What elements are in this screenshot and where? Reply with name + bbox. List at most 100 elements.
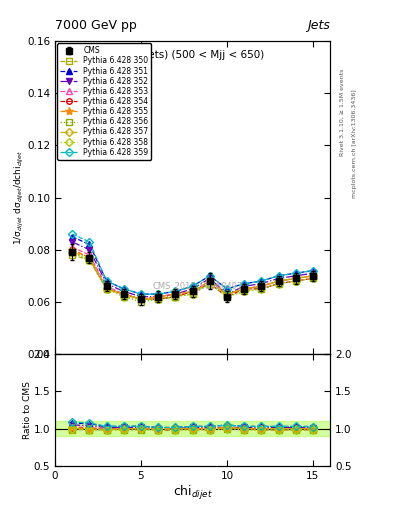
Pythia 6.428 354 [173,293,178,300]
Pythia 6.428 359 [121,286,126,292]
Pythia 6.428 356 [121,293,126,300]
Pythia 6.428 353 [156,293,161,300]
Pythia 6.428 354 [121,291,126,297]
Pythia 6.428 354 [276,281,281,287]
Pythia 6.428 350 [156,296,161,303]
Text: mcplots.cern.ch [arXiv:1306.3436]: mcplots.cern.ch [arXiv:1306.3436] [352,89,357,198]
Pythia 6.428 351 [139,291,143,297]
Line: Pythia 6.428 352: Pythia 6.428 352 [70,239,316,300]
Pythia 6.428 354 [259,286,264,292]
Pythia 6.428 358 [121,293,126,300]
Pythia 6.428 354 [310,275,315,282]
Pythia 6.428 357 [293,275,298,282]
Pythia 6.428 356 [104,286,109,292]
Pythia 6.428 351 [104,278,109,284]
Pythia 6.428 356 [173,293,178,300]
Line: Pythia 6.428 356: Pythia 6.428 356 [70,249,316,305]
Pythia 6.428 356 [156,296,161,303]
Pythia 6.428 359 [276,273,281,279]
Legend: CMS, Pythia 6.428 350, Pythia 6.428 351, Pythia 6.428 352, Pythia 6.428 353, Pyt: CMS, Pythia 6.428 350, Pythia 6.428 351,… [57,43,151,160]
Pythia 6.428 358 [87,257,92,263]
Pythia 6.428 355 [70,247,75,253]
Pythia 6.428 355 [225,291,230,297]
Pythia 6.428 350 [293,275,298,282]
Pythia 6.428 352 [190,286,195,292]
Pythia 6.428 356 [70,249,75,255]
Y-axis label: Ratio to CMS: Ratio to CMS [23,381,32,439]
Pythia 6.428 355 [276,278,281,284]
Pythia 6.428 352 [173,291,178,297]
Pythia 6.428 354 [70,247,75,253]
Pythia 6.428 359 [87,239,92,245]
Pythia 6.428 353 [190,288,195,294]
Pythia 6.428 358 [173,293,178,300]
Pythia 6.428 359 [259,278,264,284]
Pythia 6.428 357 [70,249,75,255]
Pythia 6.428 355 [104,286,109,292]
Pythia 6.428 351 [310,267,315,273]
Bar [55,421,330,436]
Pythia 6.428 355 [310,273,315,279]
Line: Pythia 6.428 351: Pythia 6.428 351 [70,234,316,297]
Pythia 6.428 359 [173,288,178,294]
Pythia 6.428 350 [208,278,212,284]
Pythia 6.428 350 [70,252,75,258]
Pythia 6.428 350 [173,293,178,300]
Pythia 6.428 357 [173,291,178,297]
Text: 7000 GeV pp: 7000 GeV pp [55,18,137,32]
Pythia 6.428 355 [259,283,264,289]
Pythia 6.428 351 [87,242,92,248]
Pythia 6.428 357 [259,283,264,289]
Pythia 6.428 355 [139,296,143,303]
Pythia 6.428 355 [121,291,126,297]
Pythia 6.428 357 [190,288,195,294]
Pythia 6.428 353 [104,283,109,289]
Pythia 6.428 358 [208,281,212,287]
Pythia 6.428 350 [87,257,92,263]
Pythia 6.428 351 [208,273,212,279]
Pythia 6.428 354 [190,288,195,294]
Line: Pythia 6.428 358: Pythia 6.428 358 [70,249,316,302]
Pythia 6.428 351 [70,233,75,240]
Pythia 6.428 358 [310,275,315,282]
Text: Rivet 3.1.10, ≥ 1.5M events: Rivet 3.1.10, ≥ 1.5M events [340,69,345,156]
Line: Pythia 6.428 350: Pythia 6.428 350 [70,252,316,302]
Pythia 6.428 351 [225,286,230,292]
Pythia 6.428 355 [293,275,298,282]
Pythia 6.428 359 [293,270,298,276]
Pythia 6.428 359 [225,286,230,292]
Pythia 6.428 350 [225,291,230,297]
Pythia 6.428 355 [208,278,212,284]
Pythia 6.428 352 [156,293,161,300]
Pythia 6.428 351 [259,278,264,284]
Pythia 6.428 354 [139,296,143,303]
Pythia 6.428 357 [139,296,143,303]
Pythia 6.428 353 [293,275,298,282]
Pythia 6.428 351 [156,291,161,297]
Line: Pythia 6.428 353: Pythia 6.428 353 [70,244,316,302]
Pythia 6.428 359 [190,283,195,289]
Pythia 6.428 354 [242,286,246,292]
Pythia 6.428 350 [121,291,126,297]
Pythia 6.428 357 [156,296,161,303]
Pythia 6.428 351 [276,273,281,279]
Pythia 6.428 353 [173,291,178,297]
Pythia 6.428 354 [293,278,298,284]
Pythia 6.428 352 [225,291,230,297]
Line: Pythia 6.428 354: Pythia 6.428 354 [70,247,316,302]
Pythia 6.428 352 [87,247,92,253]
Pythia 6.428 352 [242,283,246,289]
Pythia 6.428 358 [242,288,246,294]
Pythia 6.428 357 [310,273,315,279]
Pythia 6.428 352 [208,275,212,282]
Pythia 6.428 355 [190,288,195,294]
Pythia 6.428 353 [121,291,126,297]
Pythia 6.428 350 [310,273,315,279]
Line: Pythia 6.428 359: Pythia 6.428 359 [70,231,316,297]
Pythia 6.428 358 [276,281,281,287]
Pythia 6.428 356 [139,299,143,305]
Pythia 6.428 353 [310,273,315,279]
Pythia 6.428 354 [156,296,161,303]
Pythia 6.428 352 [293,273,298,279]
Pythia 6.428 353 [259,283,264,289]
